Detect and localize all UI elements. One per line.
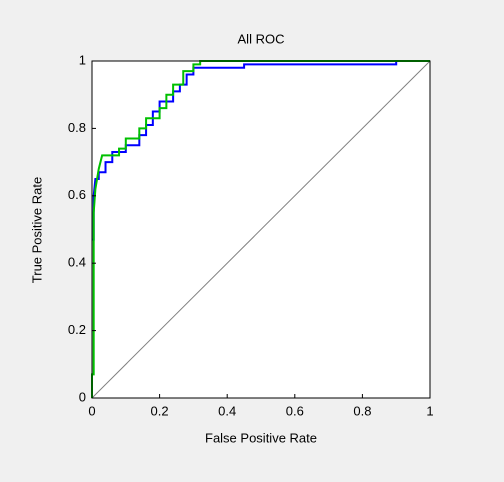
plot xyxy=(91,60,431,399)
x-tick-label: 0.2 xyxy=(151,403,169,418)
y-tick-label: 0.4 xyxy=(68,255,86,270)
roc-line xyxy=(91,60,430,398)
roc-line xyxy=(91,60,431,399)
y-tick-label: 0 xyxy=(79,389,86,404)
x-tick-label: 0 xyxy=(88,403,95,418)
y-axis-label: True Positive Rate xyxy=(29,177,44,283)
y-tick-label: 0.6 xyxy=(68,187,86,202)
x-tick-label: 0.8 xyxy=(353,403,371,418)
x-tick-label: 0.6 xyxy=(286,403,304,418)
x-tick-label: 0.4 xyxy=(218,403,236,418)
y-tick-label: 0.2 xyxy=(68,322,86,337)
y-tick-label: 0.8 xyxy=(68,120,86,135)
chart-title: All ROC xyxy=(238,31,285,46)
y-tick-label: 1 xyxy=(79,52,86,67)
x-tick-label: 1 xyxy=(426,403,433,418)
axes-box xyxy=(91,60,431,399)
x-axis-label: False Positive Rate xyxy=(205,430,317,445)
